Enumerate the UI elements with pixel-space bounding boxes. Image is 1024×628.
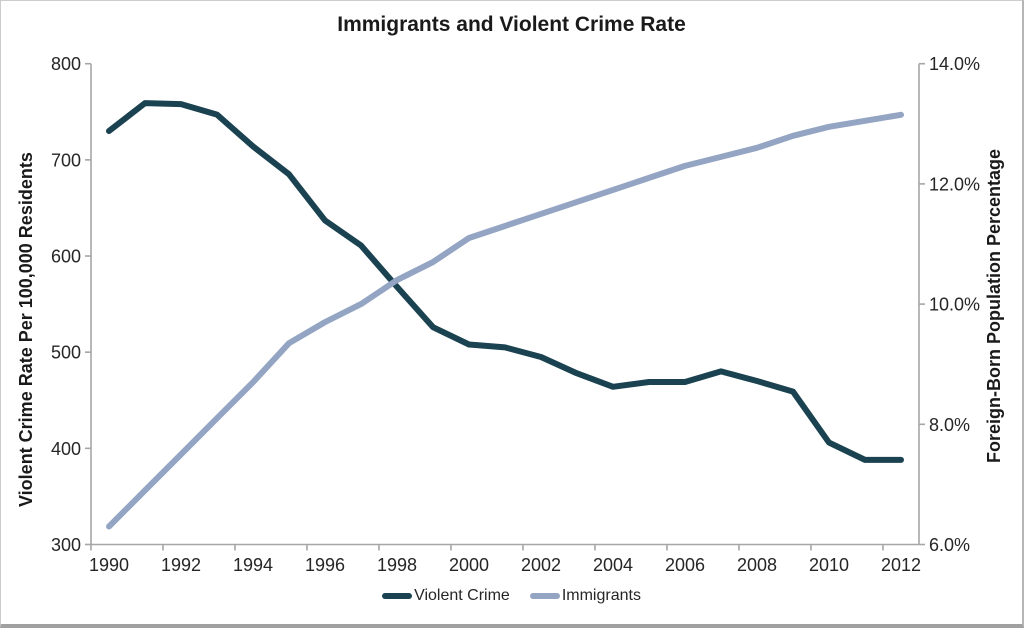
- right-axis-tick-label: 6.0%: [929, 535, 970, 555]
- x-axis-tick-label: 1994: [233, 555, 273, 575]
- immigrants-line: [106, 111, 904, 530]
- legend-label-violent-crime: Violent Crime: [414, 587, 510, 604]
- x-axis-tick-label: 1990: [89, 555, 129, 575]
- legend-label-immigrants: Immigrants: [561, 587, 641, 604]
- left-axis-tick-label: 500: [51, 343, 81, 363]
- x-axis-tick-label: 1992: [161, 555, 201, 575]
- violent-crime-line-swatch: [382, 593, 413, 599]
- chart-title: Immigrants and Violent Crime Rate: [337, 13, 686, 36]
- right-axis-tick-label: 8.0%: [929, 415, 970, 435]
- left-axis-tick-label: 300: [51, 535, 81, 555]
- legend-item-violent-crime: Violent Crime: [382, 587, 510, 605]
- legend: Violent Crime Immigrants: [1, 587, 1022, 605]
- left-axis-tick-label: 800: [51, 54, 81, 74]
- right-axis-tick-label: 12.0%: [929, 174, 980, 194]
- x-axis-tick-label: 2002: [521, 555, 561, 575]
- x-axis-tick-label: 2008: [737, 555, 777, 575]
- immigrants-line-swatch: [529, 593, 560, 599]
- x-axis-tick-label: 1998: [377, 555, 417, 575]
- x-axis-tick-label: 2006: [665, 555, 705, 575]
- left-axis-tick-label: 700: [51, 150, 81, 170]
- left-axis-tick-label: 400: [51, 439, 81, 459]
- right-axis-tick-label: 14.0%: [929, 54, 980, 74]
- left-axis-tick-label: 600: [51, 247, 81, 267]
- x-axis-tick-label: 2012: [881, 555, 921, 575]
- x-axis-tick-label: 2000: [449, 555, 489, 575]
- violent-crime-line: [106, 100, 904, 463]
- legend-item-immigrants: Immigrants: [529, 587, 641, 605]
- x-axis-tick-label: 2004: [593, 555, 633, 575]
- x-axis-tick-label: 2010: [809, 555, 849, 575]
- x-axis-tick-label: 1996: [305, 555, 345, 575]
- right-axis-tick-label: 10.0%: [929, 295, 980, 315]
